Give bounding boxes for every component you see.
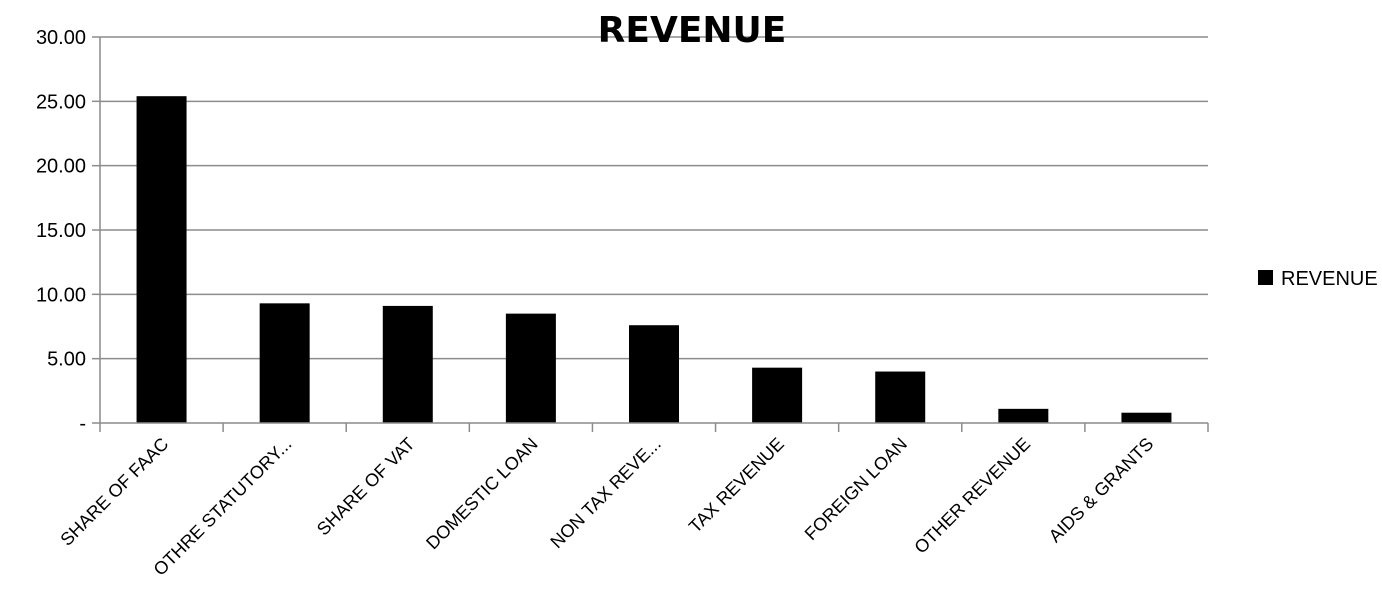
bar [752, 367, 803, 423]
axes [92, 36, 1209, 432]
y-tick-label: 15.00 [36, 220, 86, 242]
legend-label: REVENUE [1281, 268, 1378, 290]
bar [1121, 412, 1172, 423]
x-tick-label: SHARE OF VAT [313, 434, 419, 540]
y-tick-label: 5.00 [47, 349, 86, 371]
x-tick-label: SHARE OF FAAC [56, 434, 172, 550]
y-tick-label: 20.00 [36, 156, 86, 178]
x-tick-label: DOMESTIC LOAN [422, 434, 542, 554]
bar [136, 96, 187, 423]
x-tick-label: OTHRE STATUTORY... [150, 434, 296, 580]
bars [136, 96, 1172, 423]
x-tick-label: OTHER REVENUE [910, 434, 1034, 558]
bar [629, 325, 679, 423]
bar [875, 371, 926, 423]
y-tick-label: - [79, 413, 86, 435]
x-tick-label: AIDS & GRANTS [1045, 434, 1157, 546]
legend-swatch [1258, 270, 1273, 285]
x-tick-label: FOREIGN LOAN [801, 434, 911, 544]
chart-title: REVENUE [598, 10, 787, 51]
bar [998, 408, 1049, 423]
y-tick-label: 10.00 [36, 284, 86, 306]
x-tick-label: TAX REVENUE [685, 434, 788, 537]
bar [259, 303, 310, 423]
bar [382, 305, 433, 423]
x-tick-label: NON TAX REVE... [546, 434, 664, 552]
y-tick-label: 30.00 [36, 27, 86, 49]
y-tick-labels: - 5.00 10.00 15.00 20.00 25.00 30.00 [36, 27, 86, 435]
y-tick-label: 25.00 [36, 91, 86, 113]
bar [505, 313, 556, 423]
legend: REVENUE [1258, 268, 1378, 290]
gridlines [100, 36, 1208, 360]
